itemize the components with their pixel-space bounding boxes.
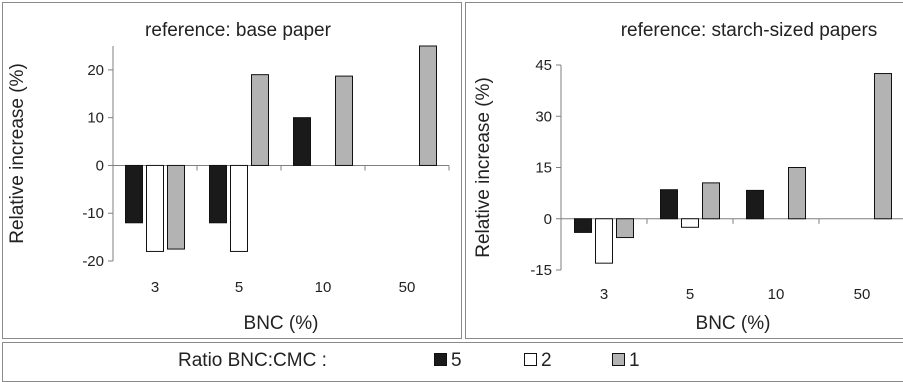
legend-swatch-1: [612, 353, 625, 366]
chart-starch-sized: reference: starch-sized papers Relative i…: [473, 20, 903, 334]
x-tick-label: 5: [686, 286, 694, 303]
bar-1-3: [616, 218, 634, 239]
bar-1-5: [251, 74, 269, 166]
bar-2-3: [595, 218, 613, 264]
legend-swatch-5: [434, 353, 447, 366]
y-tick-label: 30: [535, 108, 552, 125]
bar-5-5: [209, 164, 227, 224]
x-tick-label: 3: [151, 279, 159, 296]
y-tick-label: 15: [535, 160, 552, 177]
legend-swatch-2: [524, 353, 537, 366]
bar-2-3: [146, 164, 164, 252]
legend-item-5: 5: [434, 350, 462, 372]
y-tick-label: 20: [87, 62, 104, 79]
bar-1-50: [419, 45, 437, 166]
bar-2-5: [681, 218, 699, 228]
bar-5-10: [293, 117, 311, 166]
x-tick-label: 5: [235, 279, 243, 296]
legend-label-2: 2: [541, 350, 552, 371]
legend-title: Ratio BNC:CMC :: [178, 350, 327, 371]
x-tick-label: 10: [768, 286, 785, 303]
bar-5-5: [660, 189, 678, 220]
x-tick-label: 50: [854, 286, 871, 303]
chart-title: reference: starch-sized papers: [621, 20, 878, 41]
y-tick-label: -20: [82, 253, 104, 270]
chart-title: reference: base paper: [145, 20, 332, 41]
bar-1-50: [874, 73, 892, 220]
bar-5-10: [746, 189, 764, 220]
x-axis-label: BNC (%): [244, 313, 319, 334]
chart-group: reference: starch-sized papers Relative i…: [473, 20, 903, 334]
y-tick-label: 45: [535, 57, 552, 74]
bar-1-5: [702, 182, 720, 220]
x-axis-label: BNC (%): [696, 313, 771, 334]
chart-panel-base-paper: reference: base paper Relative increase (…: [2, 2, 462, 339]
x-tick-label: 10: [315, 279, 332, 296]
x-tick-label: 3: [600, 286, 608, 303]
bar-5-3: [125, 164, 143, 224]
chart-base-paper: reference: base paper Relative increase (…: [7, 20, 450, 334]
y-tick-label: 10: [87, 110, 104, 127]
bar-2-5: [230, 164, 248, 252]
bar-1-10: [335, 75, 353, 166]
bar-1-3: [167, 164, 185, 250]
y-axis-label: Relative increase (%): [7, 63, 28, 244]
legend-item-1: 1: [612, 350, 640, 372]
legend-label-1: 1: [629, 350, 640, 371]
x-tick-label: 50: [399, 279, 416, 296]
bar-1-10: [788, 167, 806, 220]
legend-item-2: 2: [524, 350, 552, 372]
y-tick-label: -15: [530, 262, 552, 279]
chart-group: reference: base paper Relative increase (…: [7, 20, 450, 334]
y-tick-label: 0: [544, 211, 552, 228]
y-tick-label: -10: [82, 205, 104, 222]
chart-panel-starch-sized: reference: starch-sized papers Relative i…: [465, 2, 903, 339]
legend-box: [2, 342, 903, 382]
bar-5-3: [574, 218, 592, 233]
y-tick-label: 0: [96, 157, 104, 174]
y-axis-label: Relative increase (%): [473, 77, 494, 258]
legend-label-5: 5: [451, 350, 462, 371]
